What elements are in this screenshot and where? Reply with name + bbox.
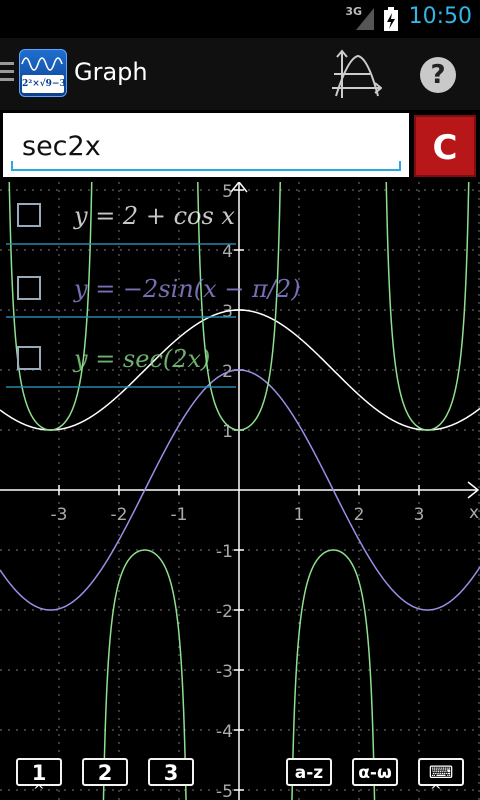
y-axis-arrow <box>230 182 248 193</box>
keyboard-key-1[interactable]: 2 <box>82 758 128 786</box>
action-bar: 2²×√9−3/2 Graph ? <box>0 38 480 111</box>
function-label: y = sec(2x) <box>73 345 210 373</box>
network-type: 3G <box>345 5 362 18</box>
x-axis-label: x <box>469 503 479 523</box>
keyboard-key-4[interactable]: α-ω <box>352 758 398 786</box>
app-logo-formula: 2²×√9−3/2 <box>22 75 66 93</box>
function-divider <box>6 243 236 245</box>
y-tick-label: -3 <box>216 662 233 682</box>
y-tick-label: 5 <box>222 182 233 202</box>
x-tick-label: -2 <box>111 505 128 525</box>
keyboard-key-0[interactable]: 1 <box>16 758 62 786</box>
function-item[interactable]: y = 2 + cos x <box>6 202 236 245</box>
expression-input[interactable]: sec2x <box>3 113 409 177</box>
function-list: y = 2 + cos x y = −2sin(x − π/2) y = sec(2… <box>6 202 301 388</box>
curve-sec-2x <box>8 182 470 800</box>
x-tick-label: 1 <box>294 505 305 525</box>
expand-caret-icon: ^ <box>33 783 45 799</box>
function-divider <box>6 316 236 318</box>
axes <box>0 182 480 800</box>
y-tick-label: 3 <box>222 302 233 322</box>
function-item[interactable]: y = −2sin(x − π/2) <box>6 275 301 318</box>
clear-button[interactable]: C <box>414 115 476 177</box>
function-label: y = 2 + cos x <box>73 202 235 230</box>
expand-caret-icon: ^ <box>430 783 442 799</box>
input-row: sec2x C <box>0 110 480 182</box>
app-title: Graph <box>74 58 148 86</box>
function-checkbox[interactable] <box>17 346 41 370</box>
x-tick-label: -1 <box>171 505 188 525</box>
curve-2-plus-cos <box>0 309 480 431</box>
y-tick-label: 4 <box>222 242 233 262</box>
function-divider <box>6 386 236 388</box>
x-tick-label: -3 <box>51 505 68 525</box>
x-tick-label: 2 <box>354 505 365 525</box>
keyboard-key-2[interactable]: 3 <box>148 758 194 786</box>
expression-value: sec2x <box>22 131 101 162</box>
y-tick-label: -4 <box>216 722 233 742</box>
status-bar: 3G 10:50 <box>0 0 480 38</box>
keyboard-key-3[interactable]: a-z <box>286 758 332 786</box>
function-label: y = −2sin(x − π/2) <box>73 275 301 303</box>
function-item[interactable]: y = sec(2x) <box>6 345 236 388</box>
y-tick-label: 1 <box>222 422 233 442</box>
input-underline <box>11 161 401 171</box>
y-tick-label: -2 <box>216 602 233 622</box>
keyboard-key-5[interactable]: ⌨ <box>418 758 464 786</box>
app-logo-icon[interactable]: 2²×√9−3/2 <box>19 49 67 97</box>
status-time: 10:50 <box>408 4 472 29</box>
function-checkbox[interactable] <box>17 203 41 227</box>
help-icon[interactable]: ? <box>420 57 456 93</box>
function-checkbox[interactable] <box>17 276 41 300</box>
x-axis-arrow <box>467 481 480 499</box>
y-tick-label: -1 <box>216 542 233 562</box>
x-tick-label: 3 <box>414 505 425 525</box>
graph-tools-icon[interactable] <box>330 48 382 100</box>
battery-charging-icon <box>384 7 398 31</box>
signal-icon <box>356 8 374 30</box>
curve-neg-2sin <box>0 369 480 611</box>
drawer-menu-icon[interactable] <box>0 62 14 86</box>
y-tick-label: -5 <box>216 782 233 800</box>
